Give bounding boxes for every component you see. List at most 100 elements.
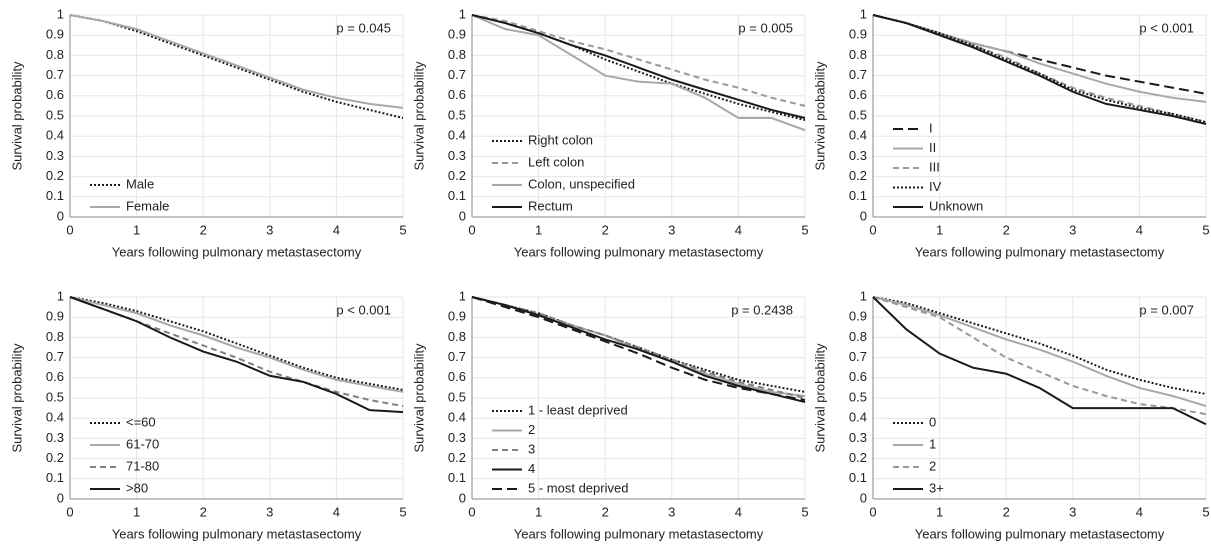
survival-curve	[69, 296, 404, 414]
x-tick-label: 4	[333, 504, 340, 519]
legend-label: Left colon	[528, 154, 584, 169]
x-tick-label: 0	[66, 222, 73, 237]
y-tick-label: 0.7	[849, 67, 867, 82]
survival-curve	[872, 296, 1207, 426]
y-tick-label: 0.2	[46, 168, 64, 183]
y-tick-label: 0.9	[448, 27, 466, 42]
x-tick-label: 5	[399, 222, 406, 237]
y-tick-label: 0.2	[849, 168, 867, 183]
y-tick-label: 1	[57, 288, 64, 303]
legend-label: 2	[528, 422, 535, 437]
y-tick-label: 0.1	[448, 470, 466, 485]
y-tick-label: 0.3	[46, 148, 64, 163]
y-tick-label: 0.9	[46, 27, 64, 42]
y-tick-label: 0.4	[849, 410, 867, 425]
legend-label: >80	[126, 480, 148, 495]
y-tick-label: 0.5	[849, 107, 867, 122]
x-axis-label: Years following pulmonary metastasectomy	[915, 526, 1165, 541]
y-axis-label: Survival probability	[812, 61, 827, 171]
survival-curve	[471, 296, 806, 393]
x-tick-label: 5	[801, 504, 808, 519]
y-tick-label: 0.8	[46, 329, 64, 344]
x-tick-label: 0	[869, 222, 876, 237]
y-tick-label: 1	[459, 288, 466, 303]
legend-label: 2	[929, 458, 936, 473]
x-tick-label: 4	[735, 222, 742, 237]
y-tick-label: 0.7	[448, 349, 466, 364]
legend-label: Right colon	[528, 132, 593, 147]
legend-label: Female	[126, 198, 169, 213]
legend-label: I	[929, 120, 933, 135]
survival-curve	[69, 14, 404, 109]
legend-label: Colon, unspecified	[528, 176, 635, 191]
y-tick-label: 0.7	[46, 349, 64, 364]
y-tick-label: 0.1	[849, 188, 867, 203]
survival-curve	[872, 14, 1207, 126]
y-tick-label: 1	[860, 6, 867, 21]
y-tick-label: 0.4	[46, 410, 64, 425]
survival-curve	[471, 296, 806, 402]
y-tick-label: 0	[57, 490, 64, 505]
survival-curve	[69, 296, 404, 393]
legend-label: <=60	[126, 414, 156, 429]
y-tick-label: 0.2	[448, 168, 466, 183]
y-tick-label: 0.9	[849, 309, 867, 324]
survival-curve	[872, 14, 1207, 124]
y-tick-label: 0.5	[849, 389, 867, 404]
annotation: p < 0.001	[336, 302, 391, 317]
survival-curve	[69, 296, 404, 391]
legend-label: Male	[126, 176, 154, 191]
x-tick-label: 5	[1202, 222, 1209, 237]
survival-curve	[471, 14, 806, 107]
x-axis-label: Years following pulmonary metastasectomy	[915, 244, 1165, 259]
y-tick-label: 0.6	[46, 369, 64, 384]
legend-label: III	[929, 159, 940, 174]
y-tick-label: 0.6	[448, 369, 466, 384]
y-tick-label: 0.9	[448, 309, 466, 324]
x-tick-label: 5	[801, 222, 808, 237]
y-tick-label: 0.8	[448, 47, 466, 62]
survival-curve	[872, 14, 1207, 124]
y-tick-label: 0.8	[849, 329, 867, 344]
y-tick-label: 0.5	[46, 389, 64, 404]
y-tick-label: 0.6	[849, 87, 867, 102]
y-tick-label: 0.4	[849, 128, 867, 143]
x-tick-label: 3	[668, 222, 675, 237]
x-tick-label: 0	[869, 504, 876, 519]
x-axis-label: Years following pulmonary metastasectomy	[514, 526, 764, 541]
y-tick-label: 0.3	[46, 430, 64, 445]
y-tick-label: 0.1	[46, 470, 64, 485]
legend-label: 3	[528, 441, 535, 456]
y-tick-label: 0.6	[46, 87, 64, 102]
y-tick-label: 0.3	[448, 148, 466, 163]
survival-curve	[872, 296, 1207, 395]
x-tick-label: 2	[602, 222, 609, 237]
x-axis-label: Years following pulmonary metastasectomy	[112, 244, 362, 259]
y-axis-label: Survival probability	[411, 61, 426, 171]
y-tick-label: 0.7	[849, 349, 867, 364]
survival-curve	[872, 14, 1207, 95]
legend-label: 3+	[929, 480, 944, 495]
legend-label: 1 - least deprived	[528, 402, 628, 417]
x-tick-label: 0	[468, 504, 475, 519]
y-tick-label: 0.7	[448, 67, 466, 82]
y-axis-label: Survival probability	[9, 61, 24, 171]
x-tick-label: 1	[535, 504, 542, 519]
annotation: p = 0.045	[336, 20, 391, 35]
y-tick-label: 0.8	[448, 329, 466, 344]
x-tick-label: 2	[1003, 504, 1010, 519]
legend-label: Unknown	[929, 198, 983, 213]
legend-label: IV	[929, 179, 942, 194]
x-tick-label: 1	[133, 504, 140, 519]
x-tick-label: 3	[1069, 222, 1076, 237]
y-tick-label: 0.3	[849, 430, 867, 445]
y-tick-label: 0.9	[849, 27, 867, 42]
annotation: p < 0.001	[1139, 20, 1194, 35]
legend-label: 1	[929, 436, 936, 451]
x-tick-label: 4	[735, 504, 742, 519]
x-axis-label: Years following pulmonary metastasectomy	[514, 244, 764, 259]
x-tick-label: 3	[668, 504, 675, 519]
y-tick-label: 0.4	[46, 128, 64, 143]
legend-label: Rectum	[528, 198, 573, 213]
